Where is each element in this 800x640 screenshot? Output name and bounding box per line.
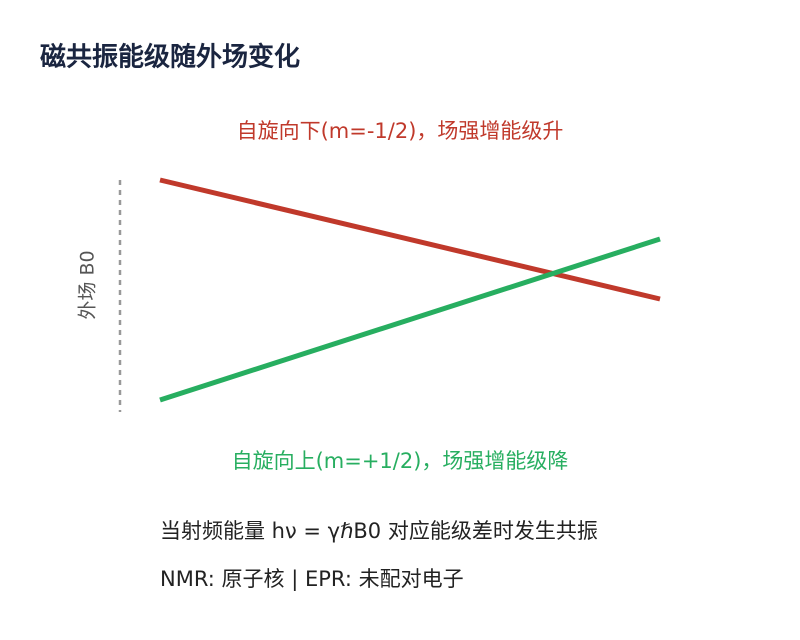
lower-label: 自旋向上(m=+1/2)，场强增能级降 bbox=[232, 449, 569, 473]
title: 磁共振能级随外场变化 bbox=[40, 42, 300, 73]
note: NMR: 原子核 | EPR: 未配对电子 bbox=[160, 567, 464, 592]
lower-level-line bbox=[159, 236, 661, 403]
upper-label: 自旋向下(m=-1/2)，场强增能级升 bbox=[237, 119, 564, 143]
note: 当射频能量 hν = γℏB0 对应能级差时发生共振 bbox=[160, 519, 598, 543]
upper-level-line bbox=[159, 177, 661, 302]
axis-label: 外场 B0 bbox=[77, 250, 99, 319]
